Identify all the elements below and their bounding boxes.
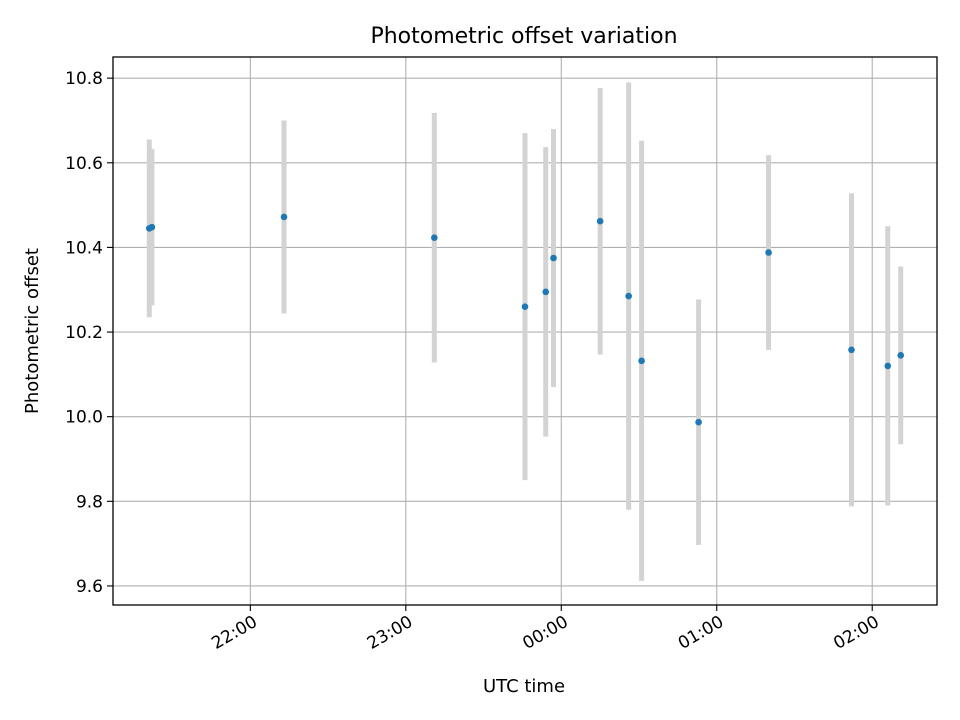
y-tick-label: 10.6 xyxy=(65,154,103,174)
x-tick-label: 00:00 xyxy=(519,612,571,654)
data-point xyxy=(695,418,702,426)
x-tick-label: 22:00 xyxy=(208,612,260,654)
data-point xyxy=(897,352,905,359)
data-point xyxy=(638,357,645,365)
data-point xyxy=(431,234,438,241)
chart-title: Photometric offset variation xyxy=(370,24,677,49)
data-point xyxy=(848,346,855,354)
y-tick-label: 9.6 xyxy=(76,577,103,597)
plot-frame xyxy=(112,56,938,606)
x-axis-label: UTC time xyxy=(483,676,565,697)
data-point xyxy=(521,303,529,310)
data-points xyxy=(145,213,905,426)
y-tick-label: 10.2 xyxy=(65,323,103,343)
y-axis-label: Photometric offset xyxy=(22,248,43,414)
data-point xyxy=(550,254,557,262)
data-point xyxy=(884,362,892,370)
y-tick-label: 10.8 xyxy=(65,69,103,89)
data-point xyxy=(596,217,604,225)
x-tick-label: 01:00 xyxy=(675,612,727,654)
data-point xyxy=(542,288,550,296)
data-point xyxy=(625,292,632,300)
data-point xyxy=(280,213,288,221)
x-tick-label: 02:00 xyxy=(830,612,882,654)
x-tick-label: 23:00 xyxy=(364,612,416,654)
data-point xyxy=(148,223,156,231)
y-tick-label: 10.4 xyxy=(65,238,103,258)
y-tick-label: 10.0 xyxy=(65,408,103,428)
data-point xyxy=(765,249,772,256)
y-axis-ticks: 9.6 9.8 10.0 10.2 10.4 10.6 10.8 xyxy=(65,69,113,597)
y-tick-label: 9.8 xyxy=(76,492,103,512)
x-axis-ticks: 22:00 23:00 00:00 01:00 02:00 xyxy=(208,605,883,654)
